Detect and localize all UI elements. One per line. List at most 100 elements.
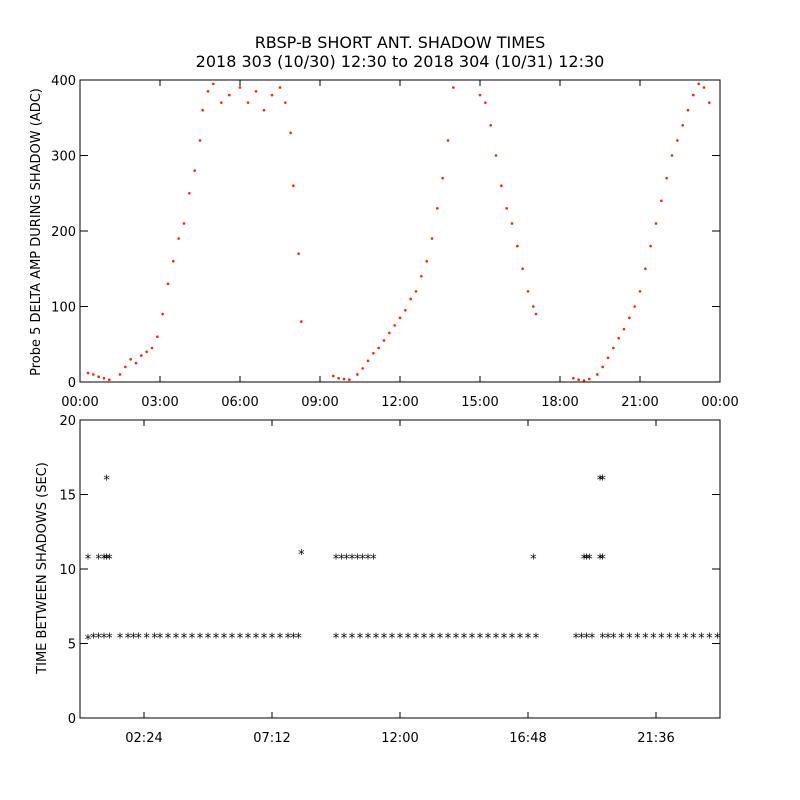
top-y-tick-label: 100	[51, 301, 76, 316]
top-data-point	[300, 320, 303, 323]
top-data-point	[500, 184, 503, 187]
top-data-point	[425, 259, 428, 263]
top-y-tick-label: 200	[51, 225, 76, 240]
bottom-data-point: *	[341, 632, 348, 647]
bottom-data-point: *	[90, 632, 97, 647]
top-data-point	[572, 376, 575, 380]
bottom-data-point: *	[106, 553, 113, 568]
top-x-tick-label: 12:00	[381, 395, 418, 410]
bottom-data-point: *	[359, 553, 366, 568]
top-data-point	[166, 282, 170, 286]
top-data-point	[534, 312, 538, 316]
bottom-data-point: *	[117, 632, 124, 647]
bottom-data-point: *	[298, 548, 305, 563]
bottom-data-point: *	[485, 632, 492, 647]
top-data-point	[521, 267, 524, 271]
bottom-data-point: *	[509, 632, 516, 647]
top-data-point	[108, 378, 111, 382]
top-data-point	[118, 373, 122, 376]
top-data-point	[452, 86, 455, 89]
bottom-data-point: *	[530, 553, 537, 568]
top-data-point	[686, 108, 690, 112]
top-data-point	[644, 267, 647, 271]
bottom-data-point: *	[421, 632, 428, 647]
top-data-point	[198, 139, 202, 142]
top-data-point	[510, 222, 514, 225]
top-data-point	[228, 93, 231, 97]
bottom-x-tick-label: 07:12	[253, 731, 290, 746]
bottom-data-point: *	[130, 632, 137, 647]
bottom-data-point: *	[597, 553, 604, 568]
top-data-point	[628, 316, 631, 320]
bottom-data-point: *	[151, 632, 158, 647]
bottom-data-point: *	[253, 632, 260, 647]
top-data-point	[292, 184, 295, 187]
top-data-point	[670, 154, 674, 157]
top-data-point	[708, 101, 711, 104]
top-data-point	[660, 199, 663, 203]
bottom-data-point: *	[365, 632, 372, 647]
top-data-point	[612, 346, 615, 350]
bottom-data-point: *	[674, 632, 681, 647]
bottom-x-tick-label: 16:48	[509, 731, 546, 746]
top-data-point	[177, 237, 180, 240]
bottom-data-point: *	[285, 632, 292, 647]
bottom-data-point: *	[173, 632, 180, 647]
top-data-point	[388, 331, 391, 335]
top-data-point	[356, 373, 359, 376]
top-data-point	[665, 176, 668, 180]
top-data-point	[377, 346, 380, 350]
top-data-point	[182, 222, 186, 225]
top-data-point	[134, 361, 138, 365]
bottom-data-point: *	[626, 632, 633, 647]
bottom-data-point: *	[525, 632, 532, 647]
bottom-data-point: *	[405, 632, 412, 647]
top-data-point	[97, 375, 100, 379]
bottom-data-point: *	[343, 553, 350, 568]
bottom-data-point: *	[682, 632, 689, 647]
top-data-point	[382, 339, 386, 342]
top-data-point	[172, 259, 175, 263]
bottom-data-point: *	[143, 632, 150, 647]
top-data-point	[654, 222, 658, 225]
bottom-data-point: *	[666, 632, 673, 647]
bottom-data-point: *	[589, 632, 596, 647]
top-data-point	[262, 108, 266, 112]
bottom-data-point: *	[349, 553, 356, 568]
bottom-y-tick-label: 5	[68, 638, 76, 653]
top-data-point	[478, 93, 482, 97]
top-data-point	[489, 124, 492, 127]
top-data-point	[588, 377, 591, 381]
bottom-y-tick-label: 0	[68, 712, 76, 727]
bottom-data-point: *	[373, 632, 380, 647]
top-data-point	[270, 93, 274, 97]
bottom-data-point: *	[85, 553, 92, 568]
top-data-point	[212, 82, 215, 86]
top-data-point	[414, 290, 418, 293]
top-data-point	[337, 376, 340, 380]
bottom-data-point: *	[634, 632, 641, 647]
top-data-point	[577, 378, 580, 382]
top-data-point	[596, 373, 599, 376]
bottom-data-point: *	[85, 633, 92, 648]
top-data-point	[246, 101, 250, 104]
top-data-point	[297, 252, 300, 255]
bottom-data-point: *	[365, 553, 372, 568]
bottom-data-point: *	[370, 553, 377, 568]
top-data-point	[494, 154, 498, 157]
top-data-point	[526, 290, 530, 293]
bottom-data-point: *	[229, 632, 236, 647]
bottom-data-point: *	[599, 474, 606, 489]
top-data-point	[532, 305, 535, 308]
top-data-point	[92, 373, 95, 376]
top-data-point	[284, 101, 287, 104]
top-data-point	[441, 176, 444, 180]
top-data-point	[254, 90, 258, 93]
bottom-data-point: *	[290, 632, 297, 647]
bottom-data-point: *	[501, 632, 508, 647]
top-x-tick-label: 06:00	[221, 395, 258, 410]
bottom-data-point: *	[157, 632, 164, 647]
top-data-point	[676, 139, 679, 142]
bottom-data-point: *	[277, 632, 284, 647]
